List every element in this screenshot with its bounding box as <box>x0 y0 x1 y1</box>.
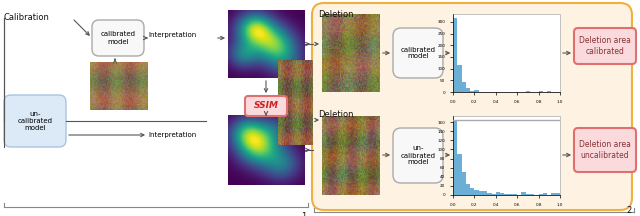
Bar <box>483 191 487 195</box>
Text: Interpretation: Interpretation <box>148 132 196 138</box>
FancyBboxPatch shape <box>245 96 287 116</box>
Text: Deletion: Deletion <box>318 110 353 119</box>
Bar <box>453 120 457 195</box>
Bar <box>513 194 517 195</box>
Text: 1: 1 <box>301 212 306 216</box>
FancyBboxPatch shape <box>393 128 443 183</box>
Bar <box>466 87 470 92</box>
FancyBboxPatch shape <box>393 28 443 78</box>
Bar <box>474 190 479 195</box>
Bar <box>487 193 492 195</box>
Text: 2: 2 <box>627 206 632 215</box>
Bar <box>461 83 466 92</box>
Bar <box>492 194 496 195</box>
Bar <box>539 91 543 92</box>
FancyBboxPatch shape <box>92 20 144 56</box>
Bar <box>461 172 466 195</box>
Bar <box>530 194 534 195</box>
Bar <box>457 65 461 92</box>
Text: un-
calibrated
model: un- calibrated model <box>401 146 435 165</box>
Bar <box>470 188 474 195</box>
Bar <box>547 91 552 92</box>
Bar <box>509 194 513 195</box>
Bar <box>522 192 526 195</box>
Bar <box>453 18 457 92</box>
Text: un-
calibrated
model: un- calibrated model <box>17 111 52 131</box>
Bar <box>479 191 483 195</box>
Text: calibrated
model: calibrated model <box>401 46 435 59</box>
Bar <box>457 154 461 195</box>
Bar <box>556 193 560 195</box>
FancyBboxPatch shape <box>574 128 636 172</box>
FancyBboxPatch shape <box>4 95 66 147</box>
Bar <box>543 193 547 195</box>
Bar <box>539 194 543 195</box>
Text: Calibration: Calibration <box>4 13 50 22</box>
Bar <box>474 90 479 92</box>
Text: Deletion: Deletion <box>318 10 353 19</box>
Text: Deletion area
calibrated: Deletion area calibrated <box>579 36 631 56</box>
FancyBboxPatch shape <box>312 3 632 210</box>
FancyBboxPatch shape <box>574 28 636 64</box>
Bar <box>526 91 530 92</box>
Text: calibrated
model: calibrated model <box>100 32 136 44</box>
Text: Deletion area
uncalibrated: Deletion area uncalibrated <box>579 140 631 160</box>
Bar <box>470 91 474 92</box>
Bar <box>466 184 470 195</box>
Text: Interpretation: Interpretation <box>148 32 196 38</box>
Bar <box>526 194 530 195</box>
Bar <box>496 192 500 195</box>
Bar <box>552 193 556 195</box>
Bar <box>500 193 504 195</box>
Bar <box>504 194 509 195</box>
Text: SSIM: SSIM <box>253 102 278 111</box>
